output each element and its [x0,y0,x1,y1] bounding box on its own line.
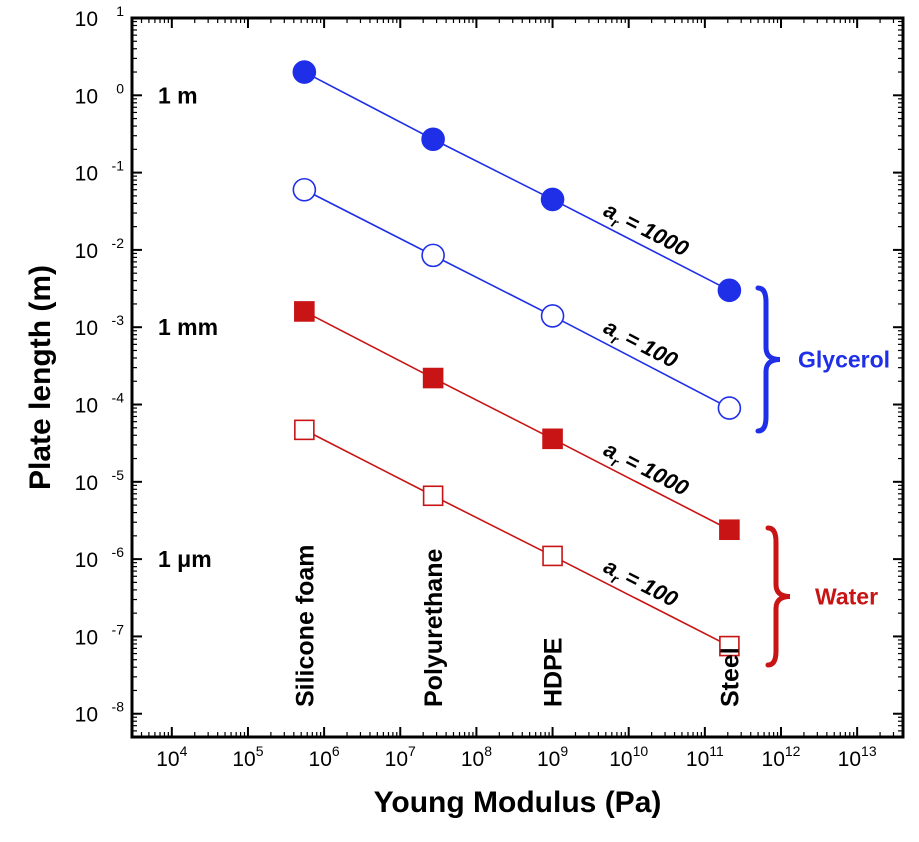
water-brace [765,525,791,668]
material-label: Silicone foam [291,544,319,707]
series-line [303,429,730,647]
data-point [292,177,317,202]
data-point [717,278,742,303]
series-1: ar = 100 [292,177,742,420]
y-tick-label: 10 0 [75,80,125,108]
scale-label: 1 m [158,82,198,108]
y-tick-label: 10 -8 [75,699,125,727]
x-tick-label: 109 [537,743,568,771]
data-point [421,127,445,152]
data-point [719,635,740,657]
series-line [303,310,730,531]
x-tick-label: 104 [156,743,187,771]
series-label: ar = 100 [598,553,683,615]
data-point [422,367,444,389]
y-tick-label: 10 -3 [75,312,125,340]
data-point [542,545,563,567]
y-tick-label: 10 -5 [75,467,125,495]
material-label: Steel [716,647,744,707]
x-tick-label: 1013 [838,743,877,771]
series-3: ar = 100 [294,419,740,657]
data-point [719,519,740,541]
annotation-layer: Silicone foam Polyurethane HDPE Steel 1 m 1 m… [158,82,890,707]
x-tick-label: 108 [461,743,492,771]
material-label: HDPE [540,638,568,707]
series-line [303,71,730,292]
x-tick-label: 107 [385,743,416,771]
data-point [422,485,444,507]
data-point [421,243,445,268]
series-0: ar = 1000 [292,60,742,303]
axis-ticks [131,17,904,738]
y-tick-label: 10 -1 [75,158,125,186]
x-tick-label: 1011 [686,743,724,771]
x-tick-label: 106 [309,743,340,771]
data-point [540,187,565,212]
scale-label: 1 mm [158,314,218,340]
series-label: ar = 100 [598,314,683,377]
glycerol-brace [755,285,781,434]
series-line [303,189,730,409]
x-axis-title: Young Modulus (Pa) [374,786,662,819]
data-point [542,428,563,450]
plot-frame [130,16,905,739]
series-2: ar = 1000 [294,301,740,541]
data-point [717,396,742,420]
y-tick-label: 10 -6 [75,544,125,572]
x-tick-label: 1012 [762,743,801,771]
water-label: Water [815,584,878,610]
y-tick-label: 10 -4 [75,390,125,418]
data-point [294,301,315,322]
data-point [540,304,565,328]
y-tick-label: 10 1 [75,3,125,31]
glycerol-label: Glycerol [798,347,890,373]
y-tick-label: 10 -2 [75,235,125,263]
x-tick-label: 1010 [609,743,648,771]
series-layer: ar = 1000 ar = 100 ar = 1000 ar = 100 [292,60,742,657]
x-tick-label: 105 [232,743,263,771]
data-point [292,60,317,84]
y-axis-title: Plate length (m) [24,265,57,490]
y-tick-label: 10 -7 [75,621,125,649]
series-label: ar = 1000 [598,197,694,265]
series-label: ar = 1000 [598,436,694,504]
scale-label: 1 μm [158,546,212,572]
data-point [294,419,315,441]
material-label: Polyurethane [420,549,448,707]
